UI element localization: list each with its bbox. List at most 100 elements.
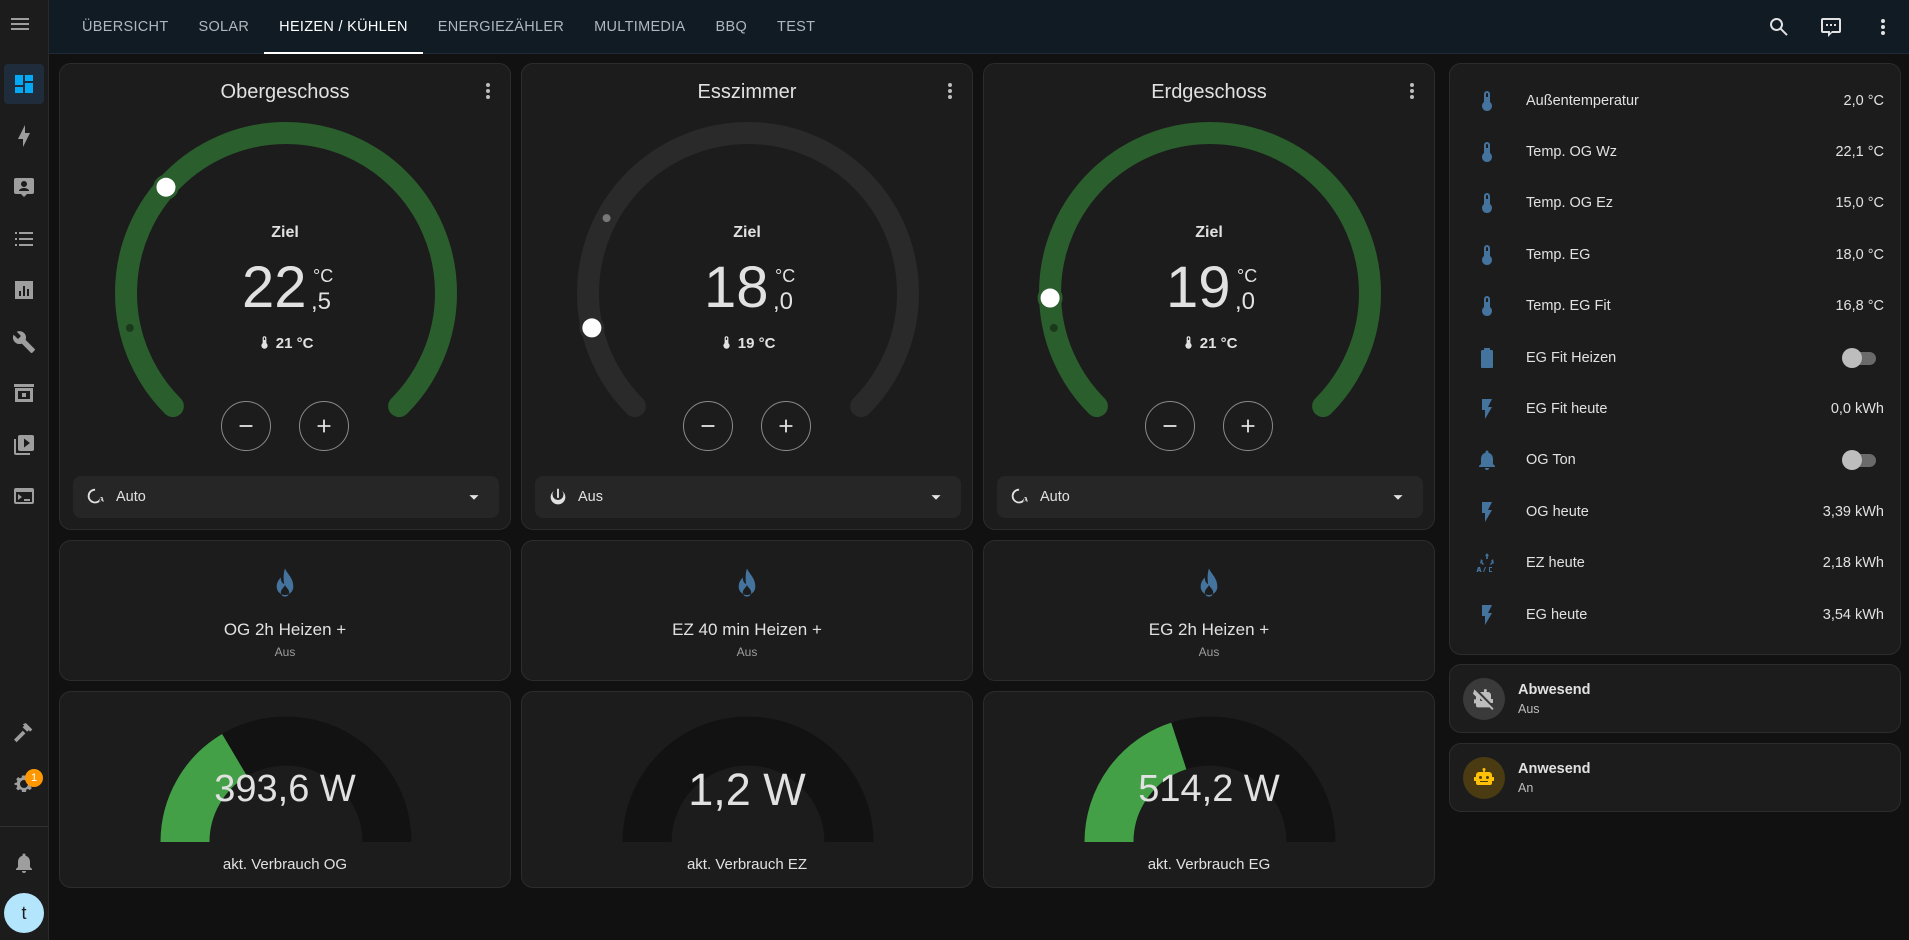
entity-row[interactable]: Temp. EG 18,0 °C <box>1450 229 1900 280</box>
plus-icon <box>1241 419 1255 433</box>
hvac-mode-select[interactable]: Auto <box>997 476 1423 518</box>
sidebar-item-history[interactable] <box>4 270 44 310</box>
current-temp-marker <box>602 214 611 223</box>
dial-handle[interactable] <box>579 315 605 341</box>
sidebar-item-hacs[interactable] <box>4 373 44 413</box>
flash-icon <box>1475 603 1499 627</box>
sidebar-item-tools[interactable] <box>4 322 44 362</box>
sidebar-item-logbook[interactable] <box>4 219 44 259</box>
battery-icon <box>1475 346 1499 370</box>
entity-row[interactable]: EG Fit heute 0,0 kWh <box>1450 383 1900 434</box>
assist-button[interactable] <box>1805 0 1857 54</box>
temp-unit: °C <box>775 266 796 286</box>
dots-vertical-icon <box>486 83 490 99</box>
sidebar-item-media[interactable] <box>4 425 44 465</box>
sidebar-item-settings[interactable]: 1 <box>4 764 44 804</box>
sidebar-item-overview[interactable] <box>4 64 44 104</box>
sidebar-divider <box>0 826 48 827</box>
heat-boost-button-card[interactable]: OG 2h Heizen + Aus <box>59 540 511 681</box>
plus-icon <box>779 419 793 433</box>
thermostat-dial[interactable] <box>60 64 512 464</box>
power-gauge-card: 1,2 W akt. Verbrauch EZ <box>521 691 973 888</box>
decrease-temp-button[interactable] <box>1145 401 1195 451</box>
dial-handle[interactable] <box>1037 285 1063 311</box>
thermostat-card: Obergeschoss Ziel 22 °C ,5 21 °C Auto <box>59 63 511 530</box>
minus-icon <box>701 425 715 427</box>
entity-row[interactable]: EZ heute 2,18 kWh <box>1450 538 1900 589</box>
entity-row[interactable]: Temp. EG Fit 16,8 °C <box>1450 281 1900 332</box>
tab-bbq[interactable]: BBQ <box>715 19 748 35</box>
entities-card: Außentemperatur 2,0 °C Temp. OG Wz 22,1 … <box>1449 63 1901 655</box>
tile-anwesend[interactable]: Anwesend An <box>1449 743 1901 812</box>
increase-temp-button[interactable] <box>299 401 349 451</box>
entity-toggle[interactable] <box>1842 450 1878 471</box>
tab-uebersicht[interactable]: ÜBERSICHT <box>82 19 169 35</box>
entity-row[interactable]: OG heute 3,39 kWh <box>1450 486 1900 537</box>
card-menu-button[interactable] <box>1400 79 1424 103</box>
tile-abwesend[interactable]: Abwesend Aus <box>1449 664 1901 733</box>
entity-row[interactable]: Temp. OG Wz 22,1 °C <box>1450 126 1900 177</box>
sidebar-item-terminal[interactable] <box>4 476 44 516</box>
tab-test[interactable]: TEST <box>777 19 816 35</box>
tab-multimedia[interactable]: MULTIMEDIA <box>594 19 686 35</box>
decrease-temp-button[interactable] <box>683 401 733 451</box>
sidebar-item-developer[interactable] <box>4 712 44 752</box>
thermostat-dial[interactable] <box>522 64 974 464</box>
dropdown-arrow-icon <box>463 486 485 508</box>
fire-icon <box>265 565 305 605</box>
button-name: EG 2h Heizen + <box>1148 620 1270 639</box>
sidebar-item-notifications[interactable] <box>4 843 44 883</box>
current-temp-marker <box>125 323 134 332</box>
entity-toggle[interactable] <box>1842 347 1878 368</box>
thermometer-icon <box>1475 140 1499 164</box>
tab-energiezaehler[interactable]: ENERGIEZÄHLER <box>437 19 565 35</box>
search-button[interactable] <box>1753 0 1805 54</box>
thermometer-icon <box>722 336 730 349</box>
sidebar-item-energy[interactable] <box>4 116 44 156</box>
hvac-mode-select[interactable]: Aus <box>535 476 961 518</box>
increase-temp-button[interactable] <box>1223 401 1273 451</box>
entity-row[interactable]: EG heute 3,54 kWh <box>1450 589 1900 640</box>
gauge-value: 393,6 W <box>214 768 356 810</box>
current-temp-marker <box>1049 323 1058 332</box>
entity-name: EG Fit heute <box>1526 400 1608 417</box>
current-temperature: 21 °C <box>60 335 510 352</box>
robot-icon <box>1474 767 1494 785</box>
thermostat-title: Esszimmer <box>697 81 797 103</box>
temp-unit: °C <box>313 266 334 286</box>
hammer-icon <box>14 723 33 743</box>
power-gauge-card: 393,6 W akt. Verbrauch OG <box>59 691 511 888</box>
dial-handle[interactable] <box>153 174 179 200</box>
entity-row[interactable]: EG Fit Heizen <box>1450 332 1900 383</box>
tab-heizen-kuehlen[interactable]: HEIZEN / KÜHLEN <box>264 0 423 54</box>
menu-button[interactable] <box>0 4 40 44</box>
gauge-label: akt. Verbrauch OG <box>222 856 348 873</box>
chart-icon <box>15 281 33 299</box>
sidebar-item-map[interactable] <box>4 167 44 207</box>
entity-row[interactable]: Temp. OG Ez 15,0 °C <box>1450 178 1900 229</box>
user-avatar[interactable]: t <box>4 893 44 933</box>
tab-solar[interactable]: SOLAR <box>198 19 250 35</box>
target-label: Ziel <box>271 224 299 241</box>
increase-temp-button[interactable] <box>761 401 811 451</box>
view-tabs: ÜBERSICHT SOLAR HEIZEN / KÜHLEN ENERGIEZ… <box>67 0 830 54</box>
thermostat-dial[interactable] <box>984 64 1436 464</box>
tile-state: Aus <box>1518 702 1540 716</box>
entity-row[interactable]: Außentemperatur 2,0 °C <box>1450 75 1900 126</box>
card-menu-button[interactable] <box>938 79 962 103</box>
heat-boost-button-card[interactable]: EZ 40 min Heizen + Aus <box>521 540 973 681</box>
heat-boost-button-card[interactable]: EG 2h Heizen + Aus <box>983 540 1435 681</box>
entity-row[interactable]: OG Ton <box>1450 435 1900 486</box>
card-menu-button[interactable] <box>476 79 500 103</box>
decrease-temp-button[interactable] <box>221 401 271 451</box>
thermometer-icon <box>1475 294 1499 318</box>
media-icon <box>14 435 34 455</box>
entity-value: 2,0 °C <box>1843 92 1884 109</box>
hvac-mode-label: Auto <box>116 489 146 505</box>
tile-state: An <box>1518 781 1534 795</box>
target-temp-decimal: ,0 <box>773 288 794 315</box>
more-options-button[interactable] <box>1857 0 1909 54</box>
gauge-label: akt. Verbrauch EZ <box>686 856 808 873</box>
hvac-mode-select[interactable]: Auto <box>73 476 499 518</box>
target-temp-integer: 19 <box>1166 255 1231 320</box>
